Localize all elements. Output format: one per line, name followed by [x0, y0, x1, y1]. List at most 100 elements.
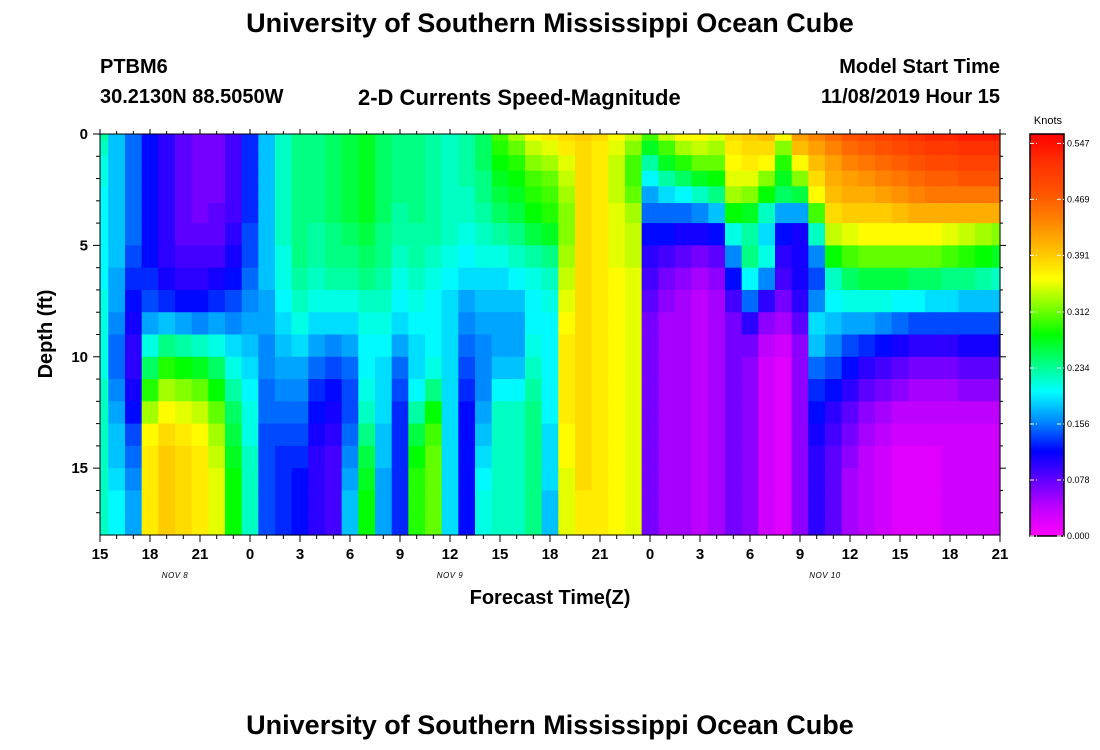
heatmap-cell — [425, 379, 443, 402]
x-tick-label: 0 — [646, 546, 654, 563]
heatmap-cell — [858, 512, 876, 531]
heatmap-cell — [208, 289, 226, 313]
heatmap-cell — [241, 134, 259, 142]
heatmap-cell — [625, 140, 643, 156]
heatmap-cell — [858, 468, 876, 492]
heatmap-cell — [975, 529, 993, 536]
heatmap-cell — [308, 155, 326, 172]
heatmap-cell — [541, 490, 559, 514]
heatmap-cell — [475, 134, 493, 142]
heatmap-cell — [225, 140, 243, 156]
heatmap-cell — [591, 334, 609, 358]
heatmap-cell — [458, 245, 476, 269]
heatmap-cell — [191, 312, 209, 336]
x-tick-label: 21 — [192, 546, 209, 563]
heatmap-cell — [858, 155, 876, 172]
heatmap-cell — [391, 401, 409, 425]
heatmap-cell — [958, 186, 976, 204]
x-tick-label: 9 — [396, 546, 404, 563]
heatmap-cell — [991, 529, 1001, 536]
heatmap-cell — [708, 468, 726, 492]
heatmap-cell — [458, 512, 476, 531]
heatmap-cell — [491, 512, 509, 531]
heatmap-cell — [841, 529, 859, 536]
heatmap-cell — [441, 267, 459, 291]
heatmap-cell — [741, 356, 759, 380]
heatmap-cell — [791, 334, 809, 358]
heatmap-cell — [425, 468, 443, 492]
heatmap-cell — [908, 140, 926, 156]
heatmap-cell — [708, 334, 726, 358]
heatmap-cell — [491, 186, 509, 204]
heatmap-cell — [291, 334, 309, 358]
heatmap-cell — [325, 245, 343, 269]
heatmap-cell — [841, 356, 859, 380]
heatmap-cell — [808, 140, 826, 156]
heatmap-cell — [675, 155, 693, 172]
model-start-time: 11/08/2019 Hour 15 — [820, 86, 1000, 108]
heatmap-cell — [108, 423, 126, 447]
heatmap-cell — [175, 401, 193, 425]
heatmap-cell — [691, 379, 709, 402]
heatmap-cell — [441, 312, 459, 336]
heatmap-cell — [508, 401, 526, 425]
heatmap-cell — [991, 223, 1001, 246]
heatmap-cell — [891, 155, 909, 172]
heatmap-cell — [608, 401, 626, 425]
heatmap-cell — [508, 529, 526, 536]
heatmap-cell — [391, 134, 409, 142]
heatmap-cell — [658, 401, 676, 425]
heatmap-cell — [791, 140, 809, 156]
heatmap-cell — [925, 170, 943, 187]
heatmap-cell — [100, 490, 109, 514]
heatmap-cell — [341, 245, 359, 269]
heatmap-cell — [941, 186, 959, 204]
heatmap-cell — [808, 155, 826, 172]
y-tick-label: 15 — [71, 460, 88, 477]
heatmap-cell — [308, 445, 326, 469]
y-tick-label: 5 — [80, 237, 88, 254]
heatmap-cell — [708, 134, 726, 142]
heatmap-cell — [225, 186, 243, 204]
heatmap-cell — [391, 490, 409, 514]
heatmap-cell — [541, 401, 559, 425]
heatmap-cell — [625, 529, 643, 536]
heatmap-cell — [241, 186, 259, 204]
heatmap-cell — [675, 334, 693, 358]
heatmap-cell — [100, 170, 109, 187]
heatmap-cell — [241, 140, 259, 156]
heatmap-cell — [525, 490, 543, 514]
heatmap-cell — [775, 289, 793, 313]
heatmap-cell — [458, 289, 476, 313]
heatmap-cell — [225, 379, 243, 402]
heatmap-cell — [275, 379, 293, 402]
heatmap-cell — [525, 334, 543, 358]
heatmap-cell — [975, 245, 993, 269]
heatmap-cell — [775, 468, 793, 492]
heatmap-cell — [641, 140, 659, 156]
heatmap-cell — [675, 186, 693, 204]
heatmap-cell — [575, 155, 593, 172]
heatmap-cell — [841, 334, 859, 358]
heatmap-cell — [708, 379, 726, 402]
heatmap-cell — [575, 134, 593, 142]
heatmap-cell — [925, 379, 943, 402]
heatmap-cell — [575, 186, 593, 204]
heatmap-cell — [108, 468, 126, 492]
heatmap-cell — [741, 155, 759, 172]
heatmap-cell — [708, 356, 726, 380]
heatmap-cell — [808, 512, 826, 531]
heatmap-cell — [725, 490, 743, 514]
heatmap-cell — [191, 445, 209, 469]
heatmap-cell — [958, 401, 976, 425]
heatmap-cell — [525, 289, 543, 313]
heatmap-cell — [791, 401, 809, 425]
heatmap-cell — [658, 140, 676, 156]
heatmap-cell — [475, 223, 493, 246]
heatmap-cell — [375, 334, 393, 358]
heatmap-cell — [941, 289, 959, 313]
heatmap-cell — [491, 140, 509, 156]
heatmap-cell — [408, 529, 426, 536]
heatmap-cell — [325, 445, 343, 469]
heatmap-cell — [291, 245, 309, 269]
